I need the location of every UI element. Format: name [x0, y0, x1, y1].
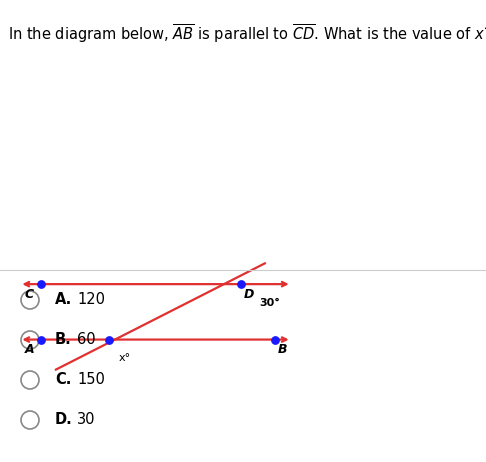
- Point: [37, 336, 45, 343]
- Text: C: C: [25, 288, 34, 301]
- Point: [271, 336, 278, 343]
- Text: x°: x°: [119, 353, 131, 363]
- Text: 30°: 30°: [259, 298, 280, 308]
- Text: D: D: [243, 288, 254, 301]
- Text: In the diagram below, $\overline{AB}$ is parallel to $\overline{CD}$. What is th: In the diagram below, $\overline{AB}$ is…: [8, 22, 486, 45]
- Text: D.: D.: [55, 413, 73, 427]
- Text: 120: 120: [77, 292, 105, 308]
- Text: 30: 30: [77, 413, 96, 427]
- Text: B.: B.: [55, 333, 72, 347]
- Point: [237, 280, 244, 288]
- Text: B: B: [278, 343, 287, 356]
- Text: A: A: [24, 343, 34, 356]
- Point: [105, 336, 113, 343]
- Text: 60: 60: [77, 333, 96, 347]
- Text: C.: C.: [55, 372, 71, 388]
- Point: [37, 280, 45, 288]
- Text: A.: A.: [55, 292, 72, 308]
- Text: 150: 150: [77, 372, 105, 388]
